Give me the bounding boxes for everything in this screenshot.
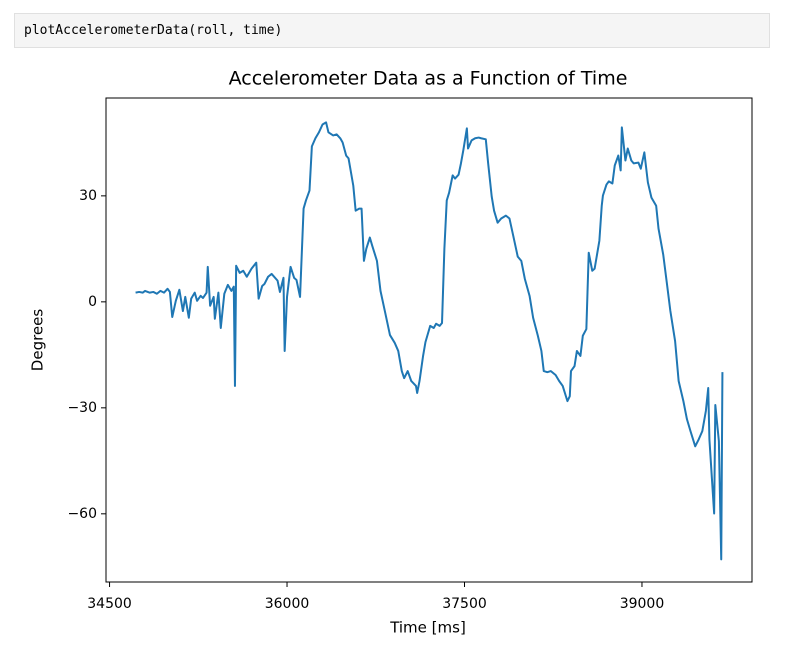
x-tick-label: 36000 — [265, 596, 310, 612]
x-tick-label: 34500 — [87, 596, 132, 612]
code-text: plotAccelerometerData(roll, time) — [24, 23, 283, 38]
y-tick-label: −60 — [67, 506, 97, 522]
plot-frame — [105, 97, 753, 583]
y-tick-label: 0 — [88, 294, 97, 310]
x-tick-label: 37500 — [442, 596, 487, 612]
x-tick-label: 39000 — [620, 596, 665, 612]
data-line — [135, 121, 724, 561]
code-cell: plotAccelerometerData(roll, time) — [14, 13, 770, 48]
y-tick-label: −30 — [67, 400, 97, 416]
chart-title: Accelerometer Data as a Function of Time — [229, 68, 628, 90]
y-tick-label: 30 — [79, 188, 97, 204]
x-axis-label: Time [ms] — [389, 619, 466, 637]
y-axis-label: Degrees — [29, 309, 47, 372]
